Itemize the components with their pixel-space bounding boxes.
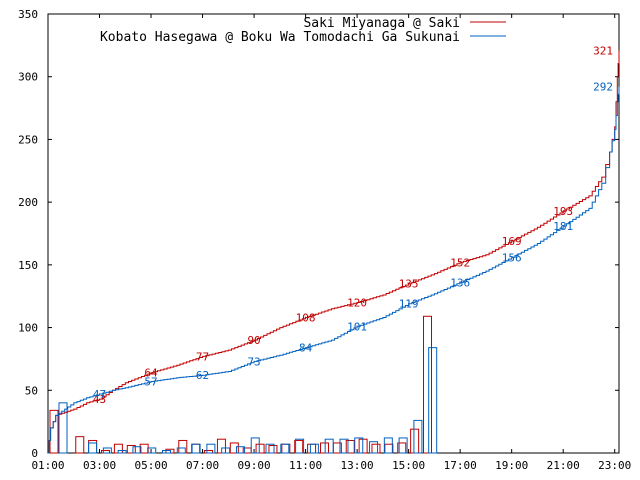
data-label-2: 47 bbox=[93, 388, 106, 401]
legend-label-series-2: Kobato Hasegawa @ Boku Wa Tomodachi Ga S… bbox=[100, 30, 460, 45]
y-tick-label: 150 bbox=[18, 259, 38, 272]
data-label-1: 193 bbox=[553, 205, 573, 218]
bar-2 bbox=[132, 446, 142, 454]
plot-frame bbox=[47, 13, 620, 454]
x-tick-label: 19:00 bbox=[495, 459, 528, 472]
data-label-1: 321 bbox=[593, 44, 613, 57]
data-label-2: 292 bbox=[593, 81, 613, 94]
bar-2 bbox=[221, 447, 231, 454]
data-label-2: 119 bbox=[399, 298, 419, 311]
data-label-2: 181 bbox=[553, 220, 573, 233]
y-tick-label: 200 bbox=[18, 196, 38, 209]
bar-2 bbox=[354, 437, 364, 454]
bar-2 bbox=[176, 447, 186, 454]
data-label-1: 77 bbox=[196, 350, 209, 363]
bar-1 bbox=[384, 443, 394, 454]
x-tick-label: 23:00 bbox=[598, 459, 631, 472]
data-label-1: 152 bbox=[450, 256, 470, 269]
bar-1 bbox=[345, 439, 355, 454]
bar-1 bbox=[371, 443, 381, 454]
data-label-2: 101 bbox=[347, 320, 367, 333]
data-label-1: 120 bbox=[347, 296, 367, 309]
bar-2 bbox=[339, 438, 349, 454]
data-label-layer: 43 64 77 90 108 120 135 152 169 193 321 47 57 62 73 84 1… bbox=[93, 44, 613, 406]
x-tick-label: 13:00 bbox=[341, 459, 374, 472]
data-label-2: 57 bbox=[144, 376, 157, 389]
bar-2 bbox=[428, 347, 438, 454]
y-tick-label: 250 bbox=[18, 133, 38, 146]
data-label-1: 90 bbox=[247, 334, 260, 347]
bar-1 bbox=[307, 443, 317, 454]
bar-layer bbox=[49, 315, 438, 454]
data-label-2: 156 bbox=[502, 251, 522, 264]
bar-1 bbox=[423, 315, 433, 454]
data-label-1: 135 bbox=[399, 278, 419, 291]
legend-label-series-1: Saki Miyanaga @ Saki bbox=[303, 16, 460, 31]
y-tick-label: 0 bbox=[31, 447, 38, 460]
bar-2 bbox=[162, 449, 172, 454]
bar-1 bbox=[191, 443, 201, 454]
bar-2 bbox=[191, 443, 201, 454]
data-label-1: 108 bbox=[296, 312, 316, 325]
bar-2 bbox=[324, 438, 334, 454]
bar-2 bbox=[88, 442, 98, 454]
bar-2 bbox=[235, 446, 245, 454]
x-tick-label: 07:00 bbox=[186, 459, 219, 472]
bar-2 bbox=[58, 402, 68, 454]
x-tick-label: 03:00 bbox=[83, 459, 116, 472]
x-tick-label: 09:00 bbox=[238, 459, 271, 472]
bar-2 bbox=[280, 443, 290, 454]
bar-2 bbox=[398, 437, 408, 454]
bar-2 bbox=[102, 447, 112, 454]
bar-2 bbox=[309, 443, 319, 454]
data-label-1: 169 bbox=[502, 235, 522, 248]
bar-1 bbox=[126, 444, 136, 454]
series-line-1 bbox=[48, 50, 620, 454]
bar-1 bbox=[268, 444, 278, 454]
bar-1 bbox=[75, 436, 85, 454]
bar-1 bbox=[49, 409, 59, 454]
y-tick-label: 100 bbox=[18, 322, 38, 335]
bar-2 bbox=[413, 419, 423, 454]
x-tick-label: 11:00 bbox=[289, 459, 322, 472]
x-tick-label: 05:00 bbox=[134, 459, 167, 472]
y-tick-label: 300 bbox=[18, 71, 38, 84]
bar-1 bbox=[229, 442, 239, 454]
bar-2 bbox=[383, 437, 393, 454]
x-axis: 01:00 03:00 05:00 07:00 09:00 11:00 13:00 15:00… bbox=[31, 14, 631, 472]
x-tick-label: 01:00 bbox=[31, 459, 64, 472]
bar-2 bbox=[117, 449, 127, 454]
y-axis: 0 50 100 150 200 250 300 350 bbox=[18, 8, 619, 460]
data-label-2: 136 bbox=[450, 276, 470, 289]
x-tick-label: 17:00 bbox=[444, 459, 477, 472]
line-layer bbox=[48, 50, 620, 454]
data-label-2: 62 bbox=[196, 369, 209, 382]
bar-2 bbox=[147, 447, 157, 454]
data-label-1: 43 bbox=[93, 393, 106, 406]
bar-1 bbox=[319, 442, 329, 454]
bar-2 bbox=[295, 438, 305, 454]
x-tick-label: 15:00 bbox=[392, 459, 425, 472]
bar-2 bbox=[250, 437, 260, 454]
bar-1 bbox=[165, 448, 175, 454]
y-tick-label: 50 bbox=[25, 384, 38, 397]
data-label-1: 64 bbox=[144, 367, 158, 380]
bar-2 bbox=[369, 441, 379, 454]
legend: Saki Miyanaga @ Saki Kobato Hasegawa @ B… bbox=[100, 16, 506, 45]
bar-1 bbox=[410, 428, 420, 454]
bar-2 bbox=[265, 443, 275, 454]
bar-1 bbox=[88, 439, 98, 454]
bar-1 bbox=[255, 443, 265, 454]
bar-2 bbox=[206, 443, 216, 454]
data-label-2: 84 bbox=[299, 342, 313, 355]
data-label-2: 73 bbox=[247, 355, 260, 368]
series-line-2 bbox=[48, 86, 620, 454]
x-tick-label: 21:00 bbox=[547, 459, 580, 472]
y-tick-label: 350 bbox=[18, 8, 38, 21]
